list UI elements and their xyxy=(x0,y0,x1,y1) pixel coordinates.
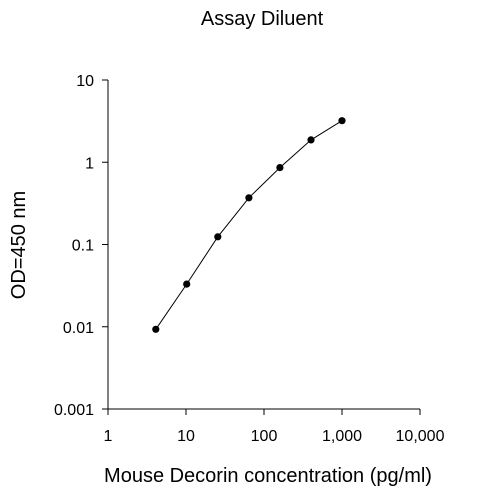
x-tick-label: 100 xyxy=(251,428,278,445)
x-axis-title: Mouse Decorin concentration (pg/ml) xyxy=(104,465,432,487)
y-tick-label: 1 xyxy=(85,155,94,172)
x-tick-label: 1,000 xyxy=(322,428,362,445)
data-point xyxy=(152,325,160,333)
y-tick-label: 0.1 xyxy=(72,238,94,255)
x-tick-label: 10,000 xyxy=(396,428,445,445)
chart-title: Assay Diluent xyxy=(201,8,324,30)
y-tick-label: 0.01 xyxy=(63,320,94,337)
data-point xyxy=(245,194,253,202)
y-tick-label: 10 xyxy=(76,73,94,90)
data-point xyxy=(338,117,346,125)
series-layer xyxy=(152,117,346,333)
x-tick-label: 10 xyxy=(177,428,195,445)
y-axis-title: OD=450 nm xyxy=(8,191,30,299)
x-tick-label: 1 xyxy=(104,428,113,445)
data-point xyxy=(214,233,222,241)
series-line xyxy=(155,120,343,330)
x-axis-ticks: 1 10 100 1,000 10,000 xyxy=(104,409,445,445)
plot-frame xyxy=(107,80,420,410)
data-point xyxy=(307,136,315,144)
data-point xyxy=(183,280,191,288)
y-axis-ticks: 0.001 0.01 0.1 1 10 xyxy=(54,73,108,419)
y-tick-label: 0.001 xyxy=(54,402,94,419)
data-point xyxy=(276,164,284,172)
